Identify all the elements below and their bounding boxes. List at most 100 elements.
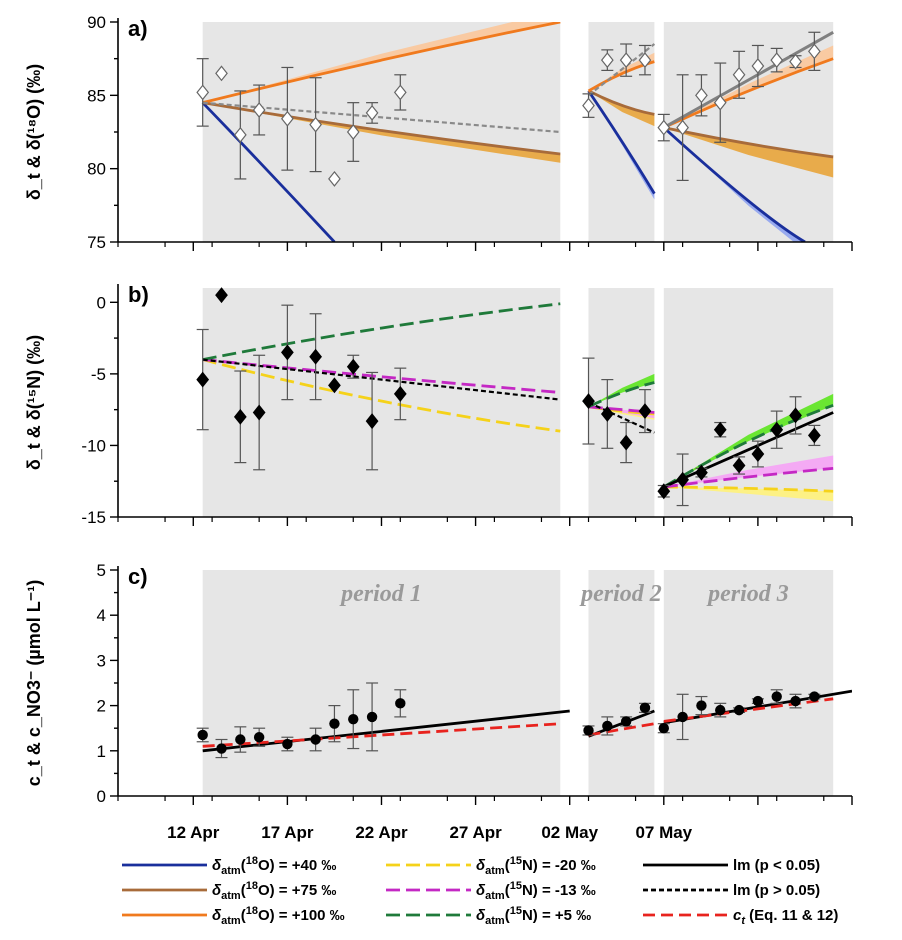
legend-label: ct (Eq. 11 & 12) [733, 907, 838, 927]
legend-item-n20: δatm(15N) = -20 ‰ [386, 855, 596, 877]
legend-subscript: atm [221, 890, 241, 902]
data-point [770, 52, 784, 69]
y-tick-label: 4 [97, 606, 106, 625]
legend-superscript: 15 [510, 905, 522, 917]
legend-symbol: δ [212, 857, 222, 874]
legend-text: O) = +75 ‰ [258, 882, 336, 899]
plot-area [202, 689, 852, 753]
y-tick-label: 80 [87, 160, 106, 179]
series-line-n13 [202, 358, 561, 394]
legend-text: lm (p < 0.05) [733, 857, 820, 874]
legend-label: δatm(15N) = -20 ‰ [476, 855, 596, 877]
series-line-o40 [201, 101, 336, 242]
legend: δatm(18O) = +40 ‰ δatm(15N) = -20 ‰ lm (p … [122, 855, 838, 927]
series-line-lm_s [663, 411, 834, 489]
data-point [365, 104, 379, 121]
legend-symbol: δ [212, 907, 222, 924]
legend-item-n5: δatm(15N) = +5 ‰ [386, 905, 591, 927]
data-point [346, 358, 360, 375]
data-point [252, 404, 266, 421]
legend-superscript: 18 [246, 880, 258, 892]
period-shade [588, 570, 655, 796]
data-point [771, 691, 782, 702]
legend-superscript: 18 [246, 905, 258, 917]
legend-text: O) = +100 ‰ [258, 907, 345, 924]
legend-item-o40: δatm(18O) = +40 ‰ [122, 855, 336, 877]
data-point [328, 170, 341, 187]
series-line-lm_gray [663, 30, 834, 129]
data-point [695, 87, 708, 104]
legend-label: lm (p < 0.05) [733, 857, 820, 874]
data-point [695, 464, 708, 481]
data-point [310, 734, 321, 745]
data-point [789, 53, 802, 70]
series-band [663, 45, 834, 128]
y-tick-label: 2 [97, 697, 106, 716]
plot-area [201, 22, 834, 242]
data-point [216, 743, 227, 754]
data-point [253, 732, 265, 743]
series-line-o100 [202, 22, 561, 105]
data-point [713, 421, 727, 438]
y-axis-label: δ_t & δ(¹⁵N) (‰) [24, 335, 44, 470]
y-tick-label: 3 [97, 651, 106, 670]
data-point [281, 110, 294, 127]
data-point [639, 702, 651, 714]
legend-item-ct: ct (Eq. 11 & 12) [643, 907, 838, 927]
legend-text: (Eq. 11 & 12) [745, 907, 838, 924]
series-line-o75 [202, 101, 561, 156]
legend-text: ( [505, 907, 510, 924]
data-point [395, 698, 406, 709]
legend-item-n13: δatm(15N) = -13 ‰ [386, 880, 596, 902]
data-point [215, 65, 228, 82]
x-tick-label: 27 Apr [449, 823, 502, 842]
series-band [663, 455, 834, 487]
panel-a: 75 80 85 90 a) δ_t & δ(¹⁸O) (‰) [24, 13, 853, 252]
data-point [676, 471, 689, 488]
y-tick-label: -5 [91, 365, 106, 384]
data-point [658, 723, 669, 734]
legend-superscript: 15 [510, 880, 522, 892]
data-point [657, 119, 671, 136]
period-label: period 3 [706, 581, 789, 607]
series-line-ct [588, 722, 655, 737]
data-point [346, 124, 360, 140]
legend-text: ( [241, 882, 246, 899]
series-line-n20 [202, 358, 561, 433]
data-point [600, 405, 614, 422]
x-tick-label: 02 May [541, 823, 598, 842]
legend-text: ( [505, 857, 510, 874]
panel-c: period 1 period 2 period 3 0 1 2 3 4 5 c) c_t & c_… [24, 561, 853, 806]
data-point [366, 711, 378, 723]
data-point [282, 738, 293, 750]
data-point [619, 52, 633, 69]
legend-subscript: atm [221, 915, 241, 927]
period-label: period 1 [339, 581, 422, 607]
data-point [196, 371, 210, 388]
y-axis-label: δ_t & δ(¹⁸O) (‰) [24, 64, 44, 200]
panel-label: b) [128, 282, 149, 307]
legend-symbol: c [733, 907, 742, 924]
legend-text: ( [241, 907, 246, 924]
data-point [281, 344, 294, 361]
legend-item-o75: δatm(18O) = +75 ‰ [122, 880, 336, 902]
legend-subscript: t [741, 915, 746, 927]
legend-text: N) = -20 ‰ [522, 857, 596, 874]
data-point [677, 711, 688, 723]
y-tick-label: 1 [97, 742, 106, 761]
period-shade [663, 570, 834, 796]
legend-text: lm (p > 0.05) [733, 882, 820, 899]
data-point [582, 97, 595, 114]
legend-subscript: atm [485, 865, 505, 877]
legend-label: δatm(18O) = +100 ‰ [212, 905, 345, 927]
series-line-o75 [587, 89, 655, 116]
series-line-o40 [662, 126, 806, 242]
data-point [809, 691, 820, 702]
data-point [235, 734, 246, 745]
data-point [233, 408, 247, 425]
legend-item-lm_s: lm (p < 0.05) [643, 857, 820, 874]
legend-item-o100: δatm(18O) = +100 ‰ [122, 905, 345, 927]
period-shade [202, 570, 561, 796]
y-axis-label: c_t & c_NO3⁻ (µmol L⁻¹) [24, 580, 44, 786]
